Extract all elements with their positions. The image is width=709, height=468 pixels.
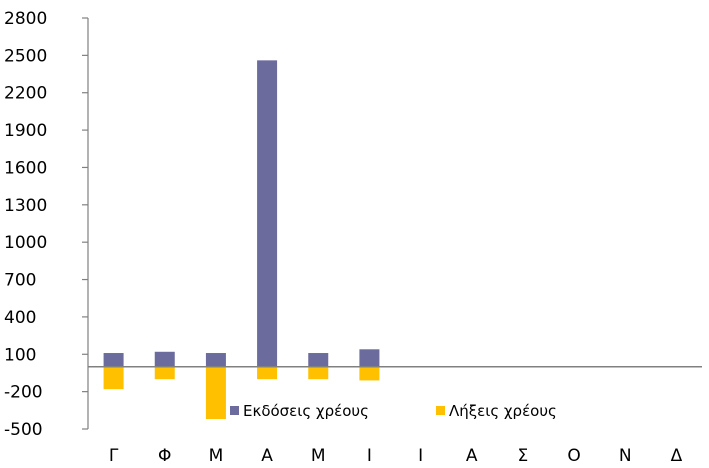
x-category-label: Μ [311, 446, 326, 466]
legend-swatch [230, 406, 239, 415]
y-axis: 2800 2500 2200 1900 1600 1300 1000 700 400 100 -20… [4, 9, 89, 440]
maturity-bar [154, 366, 175, 380]
x-category-label: Σ [518, 446, 529, 466]
y-tick-label: -500 [4, 420, 43, 440]
legend: Εκδόσεις χρέους Λήξεις χρέους [230, 402, 557, 420]
x-category-label: Μ [209, 446, 224, 466]
bars [103, 60, 380, 420]
y-tick-label: 1900 [4, 121, 47, 141]
x-category-label: Φ [158, 446, 171, 466]
y-tick-label: -200 [4, 383, 43, 403]
x-category-label: Α [261, 446, 273, 466]
x-category-label: Γ [109, 446, 119, 466]
y-tick-label: 400 [4, 308, 36, 328]
y-tick-label: 700 [4, 271, 36, 291]
x-category-label: Ι [367, 446, 372, 466]
maturity-bar [205, 366, 226, 420]
x-category-label: Ν [619, 446, 632, 466]
legend-label: Εκδόσεις χρέους [243, 402, 369, 420]
issuance-bar [103, 353, 124, 367]
x-category-label: Α [466, 446, 478, 466]
maturity-bar [103, 366, 124, 390]
issuance-bar [205, 353, 226, 367]
maturity-bar [308, 366, 329, 380]
y-tick-label: 2200 [4, 84, 47, 104]
y-tick-label: 2500 [4, 46, 47, 66]
legend-label: Λήξεις χρέους [449, 402, 557, 420]
y-tick-label: 2800 [4, 9, 47, 29]
x-category-label: Ο [567, 446, 580, 466]
issuance-bar [359, 349, 380, 367]
y-tick-label: 1600 [4, 158, 47, 178]
issuance-bar [308, 353, 329, 367]
maturity-bar [257, 366, 278, 380]
issuance-bar [154, 351, 175, 367]
x-category-label: Ι [418, 446, 423, 466]
issuance-bar [257, 60, 278, 367]
y-tick-label: 1000 [4, 233, 47, 253]
x-category-label: Δ [671, 446, 683, 466]
legend-swatch [436, 406, 445, 415]
y-tick-label: 1300 [4, 196, 47, 216]
y-tick-label: 100 [4, 345, 36, 365]
maturity-bar [359, 366, 380, 381]
